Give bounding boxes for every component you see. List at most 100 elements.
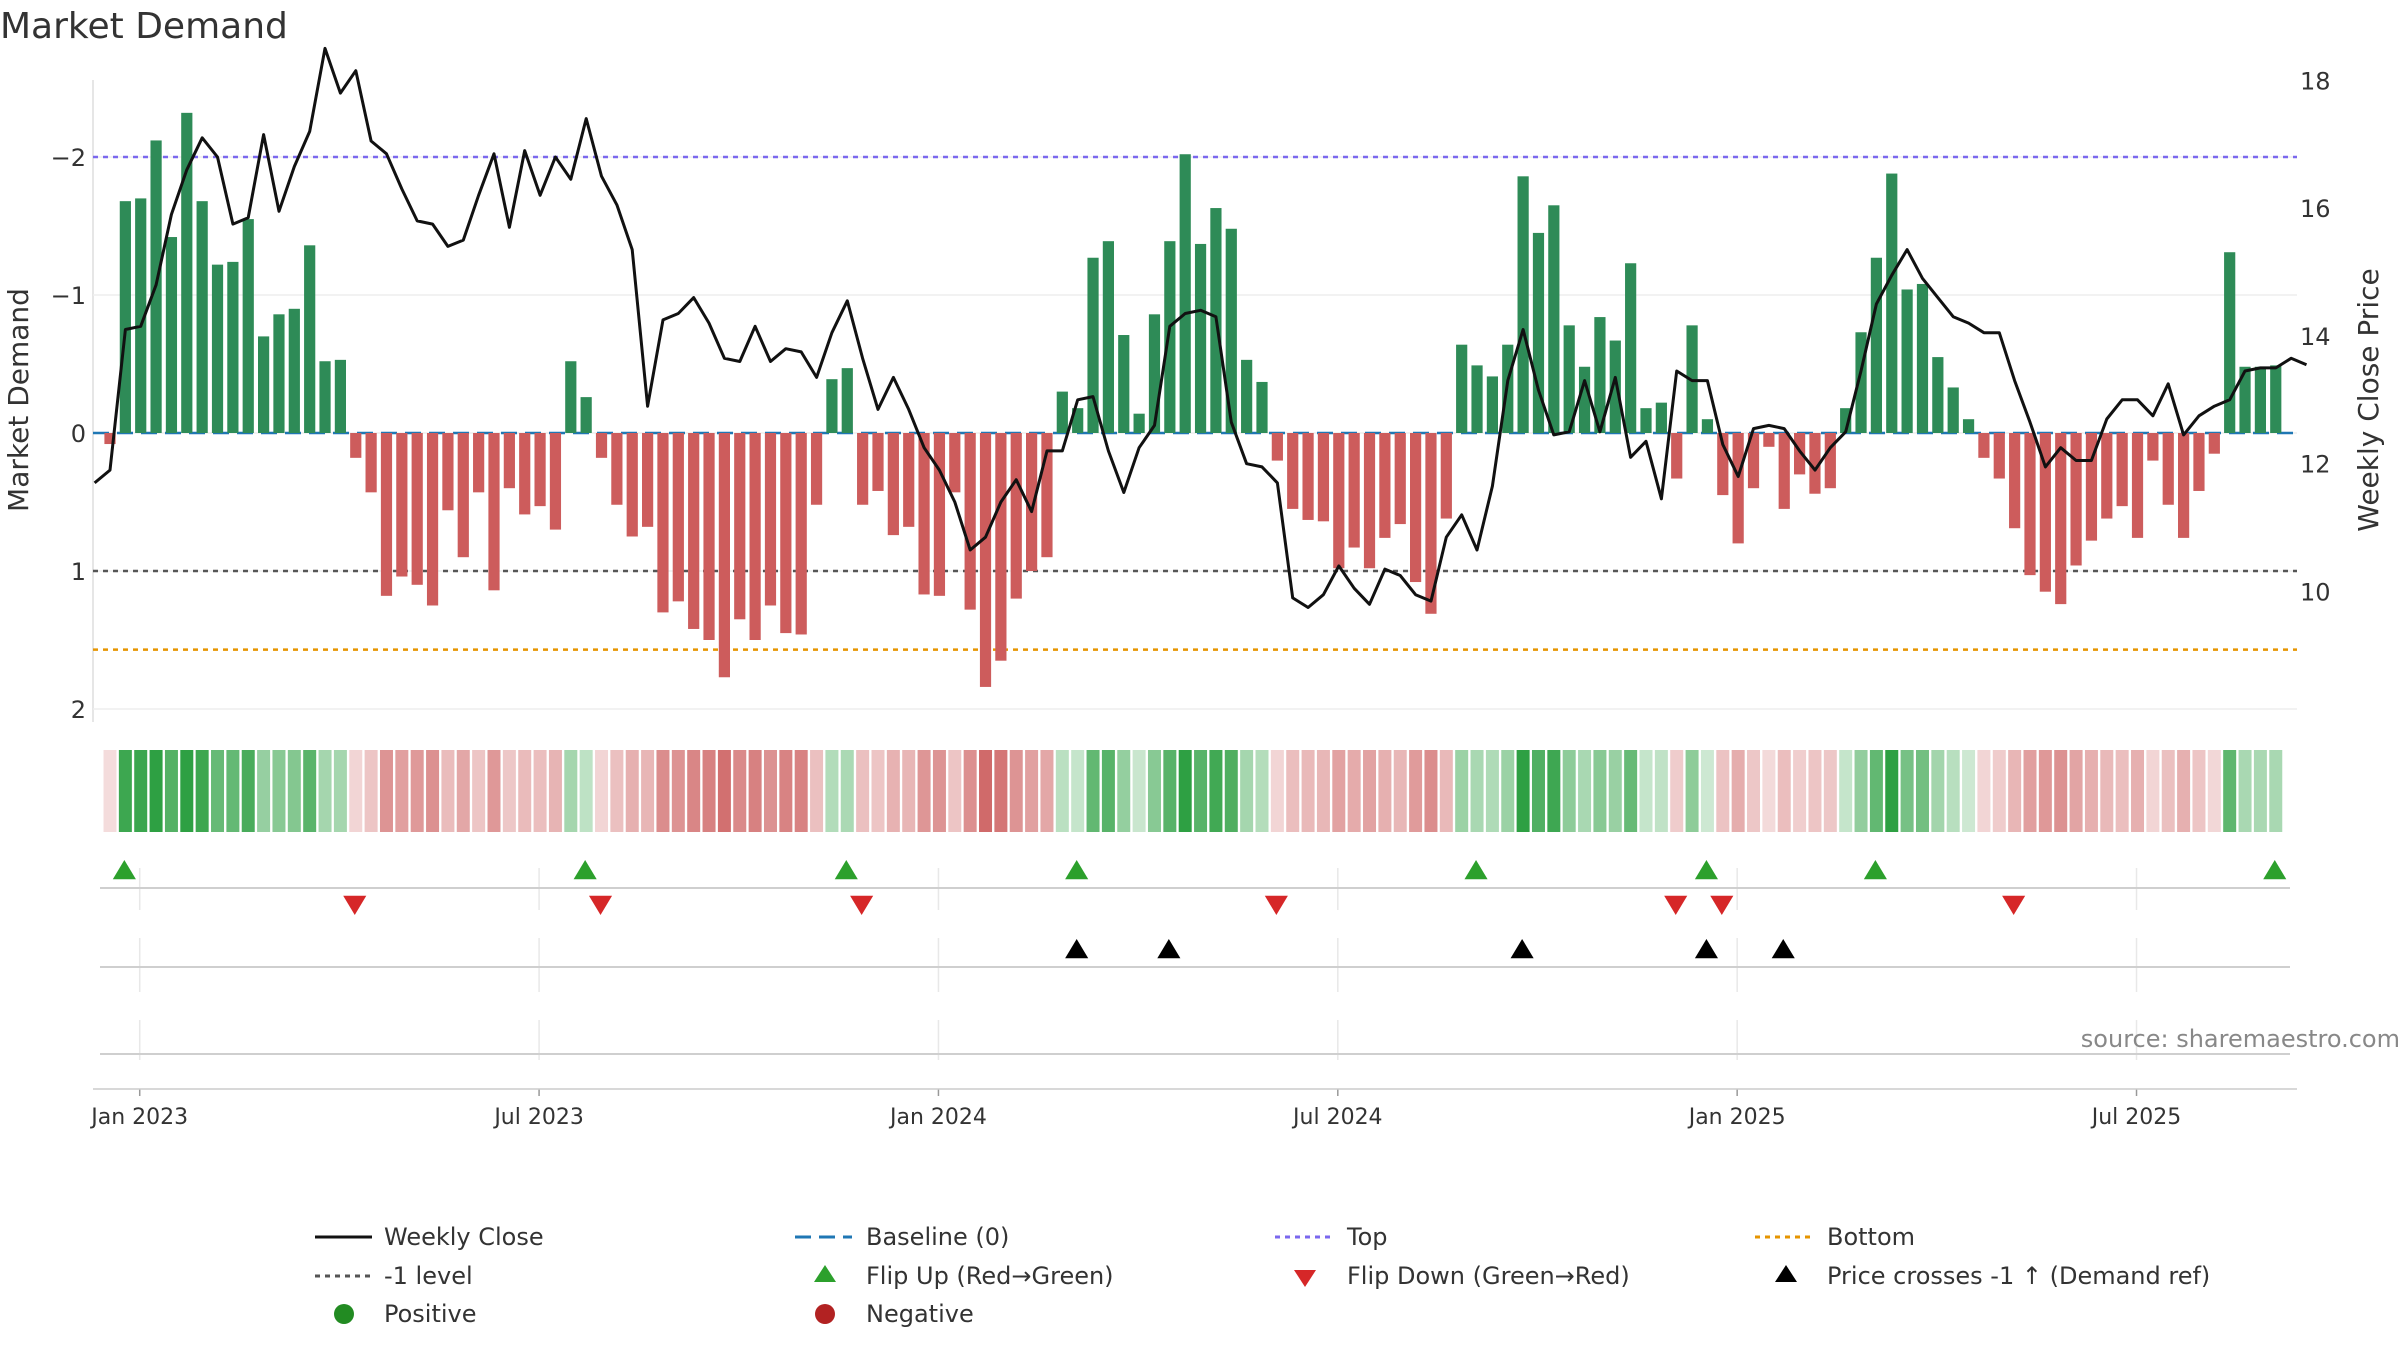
demand-bar (780, 433, 792, 634)
demand-bar (2024, 433, 2036, 576)
price-cross-marker (1771, 939, 1795, 959)
strip-cell (1762, 750, 1776, 832)
demand-bar (933, 433, 946, 596)
demand-bar (1824, 433, 1836, 489)
legend-weekly-close: Weekly Close (384, 1223, 544, 1251)
demand-bar (396, 433, 408, 577)
demand-bar (949, 433, 961, 493)
x-tick-label: Jan 2025 (1687, 1105, 1786, 1130)
strip-cell (103, 750, 117, 832)
strip-cell (1409, 750, 1423, 832)
demand-bar (611, 433, 623, 505)
strip-cell (1101, 750, 1115, 832)
demand-bar (426, 433, 439, 606)
strip-cell (2069, 750, 2083, 832)
strip-cell (902, 750, 916, 832)
strip-cell (656, 750, 670, 832)
strip-cell (318, 750, 332, 832)
strip-cell (1378, 750, 1392, 832)
strip-cell (1178, 750, 1192, 832)
legend-negative-swatch (815, 1304, 835, 1324)
demand-bar (903, 433, 915, 527)
strip-cell (134, 750, 148, 832)
strip-cell (1040, 750, 1054, 832)
strip-cell (1700, 750, 1714, 832)
y-tick-label: 0 (71, 420, 86, 448)
flip-up-marker (1863, 860, 1887, 880)
strip-cell (241, 750, 255, 832)
demand-bar (2162, 433, 2174, 505)
strip-cell (1132, 750, 1146, 832)
strip-cell (180, 750, 194, 832)
demand-bar (2254, 366, 2266, 433)
demand-bar (1133, 413, 1145, 433)
demand-bar (1901, 289, 1913, 433)
demand-bar (887, 433, 899, 536)
strip-cell (763, 750, 777, 832)
demand-bar (1578, 366, 1591, 433)
strip-cell (379, 750, 393, 832)
demand-bar (872, 433, 884, 491)
legend-baseline: Baseline (0) (866, 1223, 1009, 1251)
strip-cell (856, 750, 870, 832)
strip-cell (1485, 750, 1499, 832)
legend-flip-down: Flip Down (Green→Red) (1347, 1262, 1630, 1290)
price-cross-marker (1065, 939, 1089, 959)
strip-cell (456, 750, 470, 832)
strip-cell (195, 750, 209, 832)
demand-bar (242, 219, 254, 433)
demand-bar (1932, 357, 1944, 433)
strip-cell (886, 750, 900, 832)
demand-bar (1010, 433, 1022, 599)
demand-bar (288, 308, 300, 433)
demand-bar (211, 264, 224, 433)
strip-cell (917, 750, 931, 832)
demand-bar (1072, 408, 1084, 433)
demand-bar (1717, 433, 1729, 496)
strip-cell (1977, 750, 1991, 832)
strip-cell (1316, 750, 1330, 832)
demand-bar (1118, 335, 1130, 433)
demand-bar (442, 433, 454, 511)
demand-bar (1747, 433, 1760, 489)
x-tick-label: Jul 2023 (492, 1105, 584, 1130)
demand-bar (1425, 433, 1437, 614)
demand-bar (841, 368, 853, 433)
demand-bar (979, 433, 992, 687)
demand-bar (1333, 433, 1345, 569)
demand-bar (964, 433, 976, 610)
strip-cell (1455, 750, 1469, 832)
demand-bar (273, 314, 285, 433)
demand-bar (857, 433, 869, 505)
strip-cell (1194, 750, 1208, 832)
strip-cell (1531, 750, 1545, 832)
strip-cell (2100, 750, 2114, 832)
demand-bar (2208, 433, 2220, 454)
demand-bar (411, 433, 423, 585)
strip-cell (1439, 750, 1453, 832)
strip-cell (1731, 750, 1745, 832)
demand-bar (1394, 433, 1406, 525)
demand-bar (1148, 314, 1161, 433)
strip-cell (1915, 750, 1929, 832)
demand-bar (1256, 381, 1268, 433)
demand-bar (1471, 365, 1483, 433)
strip-cell (2084, 750, 2098, 832)
demand-bar (1517, 176, 1529, 433)
strip-cell (1654, 750, 1668, 832)
demand-bar (1778, 433, 1790, 509)
strip-cell (349, 750, 363, 832)
strip-cell (1055, 750, 1069, 832)
demand-bar (2085, 433, 2098, 541)
strip-cell (2207, 750, 2221, 832)
demand-bar (2270, 365, 2282, 433)
flip-down-marker (2002, 895, 2026, 915)
strip-cell (1992, 750, 2006, 832)
demand-bar (1363, 433, 1376, 569)
flip-up-marker (2263, 860, 2287, 880)
demand-bar (2193, 433, 2205, 491)
x-tick-label: Jul 2025 (2090, 1105, 2182, 1130)
strip-cell (564, 750, 578, 832)
strip-cell (779, 750, 793, 832)
strip-cell (963, 750, 977, 832)
